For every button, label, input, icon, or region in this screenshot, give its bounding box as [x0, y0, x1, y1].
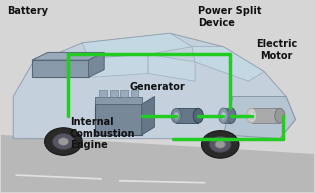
Polygon shape [130, 90, 138, 96]
Ellipse shape [226, 108, 236, 123]
Ellipse shape [219, 108, 228, 123]
Polygon shape [89, 54, 148, 77]
Polygon shape [110, 90, 118, 96]
Polygon shape [89, 52, 104, 77]
Polygon shape [95, 96, 142, 104]
Polygon shape [120, 90, 128, 96]
Polygon shape [13, 33, 295, 139]
Ellipse shape [174, 112, 179, 119]
Ellipse shape [201, 131, 239, 158]
Ellipse shape [215, 141, 226, 148]
Polygon shape [192, 47, 264, 81]
Text: Electric
Motor: Electric Motor [256, 39, 297, 61]
Ellipse shape [53, 134, 74, 149]
Text: Internal
Combustion
Engine: Internal Combustion Engine [70, 117, 135, 150]
Polygon shape [82, 33, 192, 58]
Text: Battery: Battery [7, 6, 48, 16]
Polygon shape [176, 108, 198, 123]
Ellipse shape [171, 108, 181, 123]
Ellipse shape [45, 128, 82, 155]
Text: Power Split
Device: Power Split Device [198, 6, 262, 28]
Polygon shape [148, 54, 195, 81]
Polygon shape [32, 52, 104, 60]
Ellipse shape [247, 108, 257, 123]
Polygon shape [1, 135, 314, 192]
Polygon shape [223, 96, 295, 139]
Ellipse shape [209, 136, 231, 152]
Ellipse shape [249, 112, 254, 119]
Polygon shape [100, 90, 107, 96]
Ellipse shape [221, 112, 226, 119]
Ellipse shape [193, 108, 203, 123]
Ellipse shape [275, 108, 285, 123]
Polygon shape [252, 108, 280, 123]
Polygon shape [223, 108, 231, 123]
Ellipse shape [58, 138, 69, 145]
Text: Generator: Generator [130, 82, 185, 92]
Polygon shape [32, 60, 89, 77]
Polygon shape [95, 104, 142, 135]
Polygon shape [142, 96, 154, 135]
